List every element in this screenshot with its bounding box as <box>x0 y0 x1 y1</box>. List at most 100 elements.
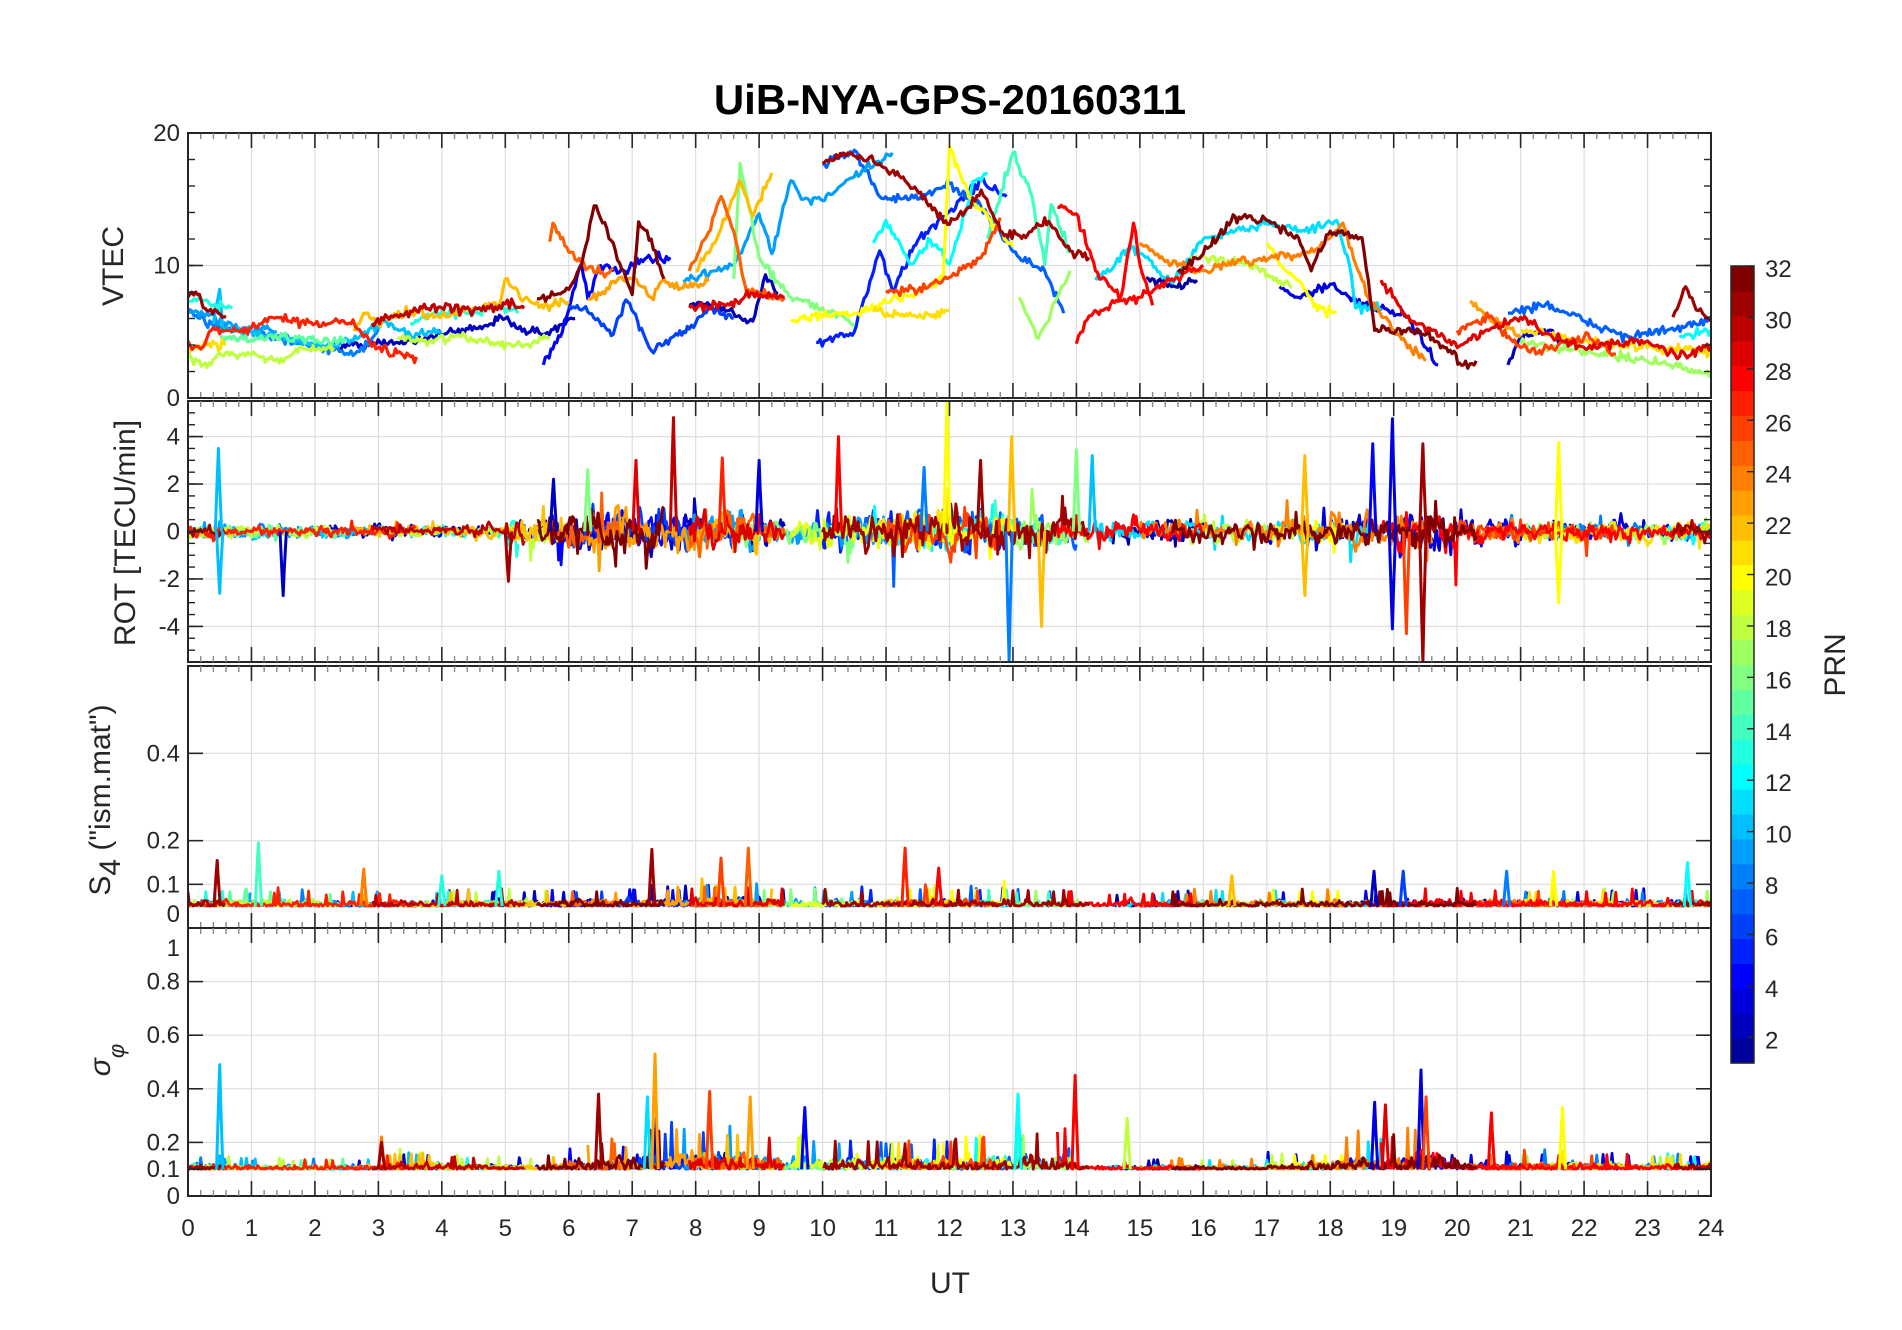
spike-prn-8 <box>1501 869 1512 907</box>
spike-prn-31 <box>593 1092 604 1170</box>
spike-prn-28 <box>934 866 944 907</box>
spike-prn-22 <box>1300 454 1310 532</box>
colorbar-band <box>1731 564 1754 591</box>
x-tick-label: 3 <box>372 1215 385 1242</box>
colorbar-box <box>1730 265 1755 1064</box>
spike-prn-4 <box>1368 442 1378 532</box>
series-prn-32 <box>1170 886 1477 908</box>
spike-prn-20 <box>1554 441 1564 532</box>
series-prn-21 <box>871 306 950 321</box>
spike-prn-24 <box>359 867 369 907</box>
spike-prn-4 <box>800 1106 810 1170</box>
series-prn-12 <box>871 171 989 266</box>
series-prn-18 <box>1190 253 1293 289</box>
series-prn-13 <box>188 296 233 312</box>
colorbar-band <box>1731 365 1754 392</box>
spike-prn-6 <box>1398 869 1408 907</box>
x-tick-label: 9 <box>752 1215 765 1242</box>
series-prn-9 <box>682 151 894 283</box>
spike-prn-3 <box>1370 1100 1380 1170</box>
spike-prn-20 <box>1554 531 1564 605</box>
series-prn-20 <box>1265 242 1337 319</box>
colorbar-band <box>1731 913 1754 940</box>
x-tick-label: 10 <box>809 1215 836 1242</box>
y-axis-label-subscript: 4 <box>94 859 127 876</box>
series-prn-7 <box>1507 300 1711 344</box>
y-tick-label: 4 <box>167 424 180 451</box>
series-prn-23 <box>587 275 710 302</box>
spike-prn-2 <box>1369 869 1379 907</box>
colorbar-band <box>1731 465 1754 491</box>
series-prn-24 <box>1138 221 1427 362</box>
y-tick-label: 2 <box>167 471 180 498</box>
spike-prn-3 <box>1387 417 1398 532</box>
series-prn-32 <box>1176 212 1478 370</box>
spike-prn-30 <box>668 416 679 532</box>
grid <box>188 666 1711 928</box>
colorbar-band <box>1731 614 1754 641</box>
x-tick-label: 4 <box>435 1215 448 1242</box>
colorbar-band <box>1731 789 1754 815</box>
x-tick-label: 1 <box>245 1215 258 1242</box>
spike-prn-28 <box>1486 1111 1497 1170</box>
x-tick-label: 18 <box>1317 1215 1344 1242</box>
series-prn-28 <box>1379 887 1711 908</box>
spike-prn-16 <box>1071 448 1082 532</box>
series-prn-22 <box>351 505 570 544</box>
x-tick-label: 6 <box>562 1215 575 1242</box>
spike-prn-31 <box>212 858 222 907</box>
series-prn-28 <box>1379 511 1711 587</box>
y-tick-label: 0.8 <box>147 969 180 996</box>
spike-prn-8 <box>919 465 929 532</box>
series-prn-14 <box>986 150 1072 266</box>
x-tick-label: 5 <box>499 1215 512 1242</box>
colorbar-tick-label: 12 <box>1765 770 1792 797</box>
x-tick-label: 11 <box>874 1215 899 1242</box>
colorbar-tick-label: 24 <box>1765 462 1792 489</box>
colorbar-tick-label: 14 <box>1765 719 1792 746</box>
y-tick-label: 0 <box>167 901 180 928</box>
spike-prn-26 <box>1401 531 1412 636</box>
series-prn-28 <box>1056 513 1204 551</box>
colorbar-band <box>1731 589 1754 616</box>
spike-prn-10 <box>213 446 224 532</box>
series-prn-8 <box>188 308 380 358</box>
colorbar-band <box>1731 415 1754 441</box>
series-group <box>188 1052 1711 1171</box>
series-group <box>188 401 1711 662</box>
spike-prn-8 <box>1004 531 1014 662</box>
series-prn-28 <box>1074 264 1205 345</box>
colorbar-tick-label: 2 <box>1765 1027 1778 1054</box>
x-tick-label: 12 <box>936 1215 963 1242</box>
colorbar-tick-label: 8 <box>1765 873 1778 900</box>
spike-prn-3 <box>1416 1068 1426 1170</box>
spike-prn-29 <box>631 458 641 532</box>
colorbar-band <box>1731 888 1754 915</box>
colorbar-band <box>1731 266 1754 292</box>
spike-prn-13 <box>494 869 504 907</box>
y-axis-label-subscript: φ <box>104 1044 129 1058</box>
x-tick-label: 8 <box>689 1215 702 1242</box>
spike-prn-10 <box>1087 454 1097 532</box>
colorbar-band <box>1731 315 1754 342</box>
spike-prn-2 <box>548 477 559 532</box>
series-group <box>188 841 1711 908</box>
series-prn-29 <box>1379 279 1711 361</box>
grid <box>188 928 1711 1196</box>
colorbar-band <box>1731 515 1754 541</box>
series-prn-32 <box>536 204 666 303</box>
colorbar-band <box>1731 963 1754 989</box>
series-prn-30 <box>370 520 526 546</box>
colorbar-tick-label: 22 <box>1765 513 1792 540</box>
series-prn-27 <box>188 313 418 365</box>
y-tick-label: 20 <box>153 120 180 147</box>
y-tick-label: 0 <box>167 385 180 412</box>
series-prn-4 <box>541 250 672 366</box>
series-prn-5 <box>816 177 1008 348</box>
y-axis-label-suffix: ("ism.mat") <box>84 704 117 859</box>
spike-prn-14 <box>253 841 264 907</box>
series-prn-20 <box>789 144 1015 324</box>
x-tick-label: 2 <box>308 1215 321 1242</box>
y-tick-label: -4 <box>159 613 180 640</box>
